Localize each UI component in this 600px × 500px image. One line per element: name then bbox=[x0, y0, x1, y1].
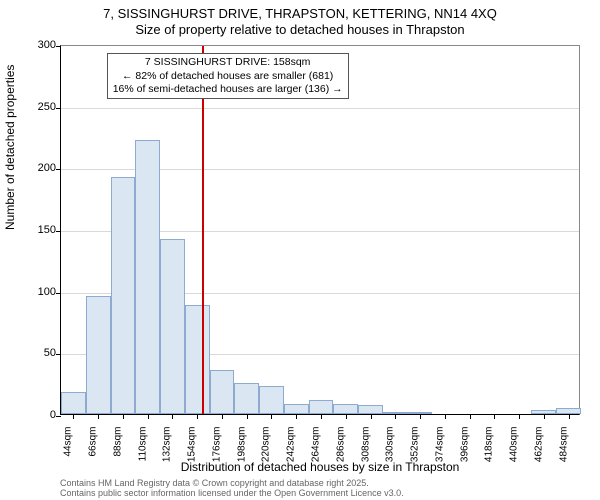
x-tick-label: 330sqm bbox=[385, 427, 396, 467]
x-tick-mark bbox=[247, 414, 248, 419]
x-tick-mark bbox=[148, 414, 149, 419]
x-tick-mark bbox=[123, 414, 124, 419]
y-tick-label: 0 bbox=[16, 409, 56, 421]
x-tick-mark bbox=[321, 414, 322, 419]
y-tick-mark bbox=[56, 231, 61, 232]
y-axis-label: Number of detached properties bbox=[3, 65, 17, 230]
histogram-bar bbox=[185, 305, 210, 414]
annotation-line: 16% of semi-detached houses are larger (… bbox=[113, 83, 343, 96]
histogram-bar bbox=[234, 383, 259, 414]
x-tick-label: 286sqm bbox=[335, 427, 346, 467]
x-tick-label: 198sqm bbox=[236, 427, 247, 467]
x-tick-label: 154sqm bbox=[187, 427, 198, 467]
x-tick-label: 88sqm bbox=[112, 427, 123, 467]
title-block: 7, SISSINGHURST DRIVE, THRAPSTON, KETTER… bbox=[0, 0, 600, 39]
chart-container: 7, SISSINGHURST DRIVE, THRAPSTON, KETTER… bbox=[0, 0, 600, 500]
y-tick-mark bbox=[56, 46, 61, 47]
y-tick-label: 50 bbox=[16, 347, 56, 359]
x-tick-label: 242sqm bbox=[286, 427, 297, 467]
gridline bbox=[61, 108, 579, 109]
x-tick-label: 484sqm bbox=[558, 427, 569, 467]
footer-line1: Contains HM Land Registry data © Crown c… bbox=[60, 478, 404, 488]
x-tick-mark bbox=[296, 414, 297, 419]
x-tick-label: 44sqm bbox=[63, 427, 74, 467]
x-tick-mark bbox=[395, 414, 396, 419]
x-tick-label: 418sqm bbox=[484, 427, 495, 467]
x-tick-mark bbox=[371, 414, 372, 419]
x-tick-label: 308sqm bbox=[360, 427, 371, 467]
x-tick-mark bbox=[445, 414, 446, 419]
x-tick-mark bbox=[470, 414, 471, 419]
histogram-bar bbox=[160, 239, 185, 414]
x-tick-label: 176sqm bbox=[211, 427, 222, 467]
reference-line bbox=[202, 46, 204, 414]
histogram-bar bbox=[86, 296, 111, 414]
x-tick-mark bbox=[346, 414, 347, 419]
x-tick-label: 352sqm bbox=[410, 427, 421, 467]
x-tick-mark bbox=[569, 414, 570, 419]
plot-area: 7 SISSINGHURST DRIVE: 158sqm← 82% of det… bbox=[60, 45, 580, 415]
annotation-box: 7 SISSINGHURST DRIVE: 158sqm← 82% of det… bbox=[107, 53, 349, 98]
x-tick-mark bbox=[420, 414, 421, 419]
x-tick-mark bbox=[544, 414, 545, 419]
title-address: 7, SISSINGHURST DRIVE, THRAPSTON, KETTER… bbox=[0, 6, 600, 22]
x-tick-mark bbox=[73, 414, 74, 419]
histogram-bar bbox=[61, 392, 86, 414]
x-tick-label: 396sqm bbox=[459, 427, 470, 467]
x-tick-label: 132sqm bbox=[162, 427, 173, 467]
x-tick-label: 264sqm bbox=[311, 427, 322, 467]
annotation-line: 7 SISSINGHURST DRIVE: 158sqm bbox=[113, 56, 343, 69]
x-tick-mark bbox=[222, 414, 223, 419]
footer-line2: Contains public sector information licen… bbox=[60, 488, 404, 498]
y-tick-label: 200 bbox=[16, 162, 56, 174]
x-tick-mark bbox=[271, 414, 272, 419]
y-tick-label: 250 bbox=[16, 101, 56, 113]
footer-attribution: Contains HM Land Registry data © Crown c… bbox=[60, 478, 404, 499]
x-tick-label: 374sqm bbox=[434, 427, 445, 467]
y-tick-mark bbox=[56, 354, 61, 355]
x-tick-mark bbox=[172, 414, 173, 419]
y-tick-mark bbox=[56, 108, 61, 109]
y-tick-label: 300 bbox=[16, 39, 56, 51]
x-tick-mark bbox=[494, 414, 495, 419]
x-tick-label: 220sqm bbox=[261, 427, 272, 467]
histogram-bar bbox=[358, 405, 383, 414]
x-tick-label: 462sqm bbox=[533, 427, 544, 467]
histogram-bar bbox=[284, 404, 309, 414]
x-tick-label: 66sqm bbox=[88, 427, 99, 467]
y-tick-mark bbox=[56, 169, 61, 170]
histogram-bar bbox=[259, 386, 284, 414]
y-tick-label: 100 bbox=[16, 286, 56, 298]
x-tick-mark bbox=[519, 414, 520, 419]
title-subtitle: Size of property relative to detached ho… bbox=[0, 22, 600, 38]
histogram-bar bbox=[333, 404, 358, 414]
x-tick-mark bbox=[197, 414, 198, 419]
y-tick-mark bbox=[56, 293, 61, 294]
x-tick-label: 110sqm bbox=[137, 427, 148, 467]
y-tick-mark bbox=[56, 416, 61, 417]
histogram-bar bbox=[309, 400, 334, 414]
histogram-bar bbox=[210, 370, 235, 414]
y-tick-label: 150 bbox=[16, 224, 56, 236]
x-tick-mark bbox=[98, 414, 99, 419]
annotation-line: ← 82% of detached houses are smaller (68… bbox=[113, 70, 343, 83]
histogram-bar bbox=[135, 140, 160, 414]
x-tick-label: 440sqm bbox=[509, 427, 520, 467]
histogram-bar bbox=[111, 177, 136, 414]
